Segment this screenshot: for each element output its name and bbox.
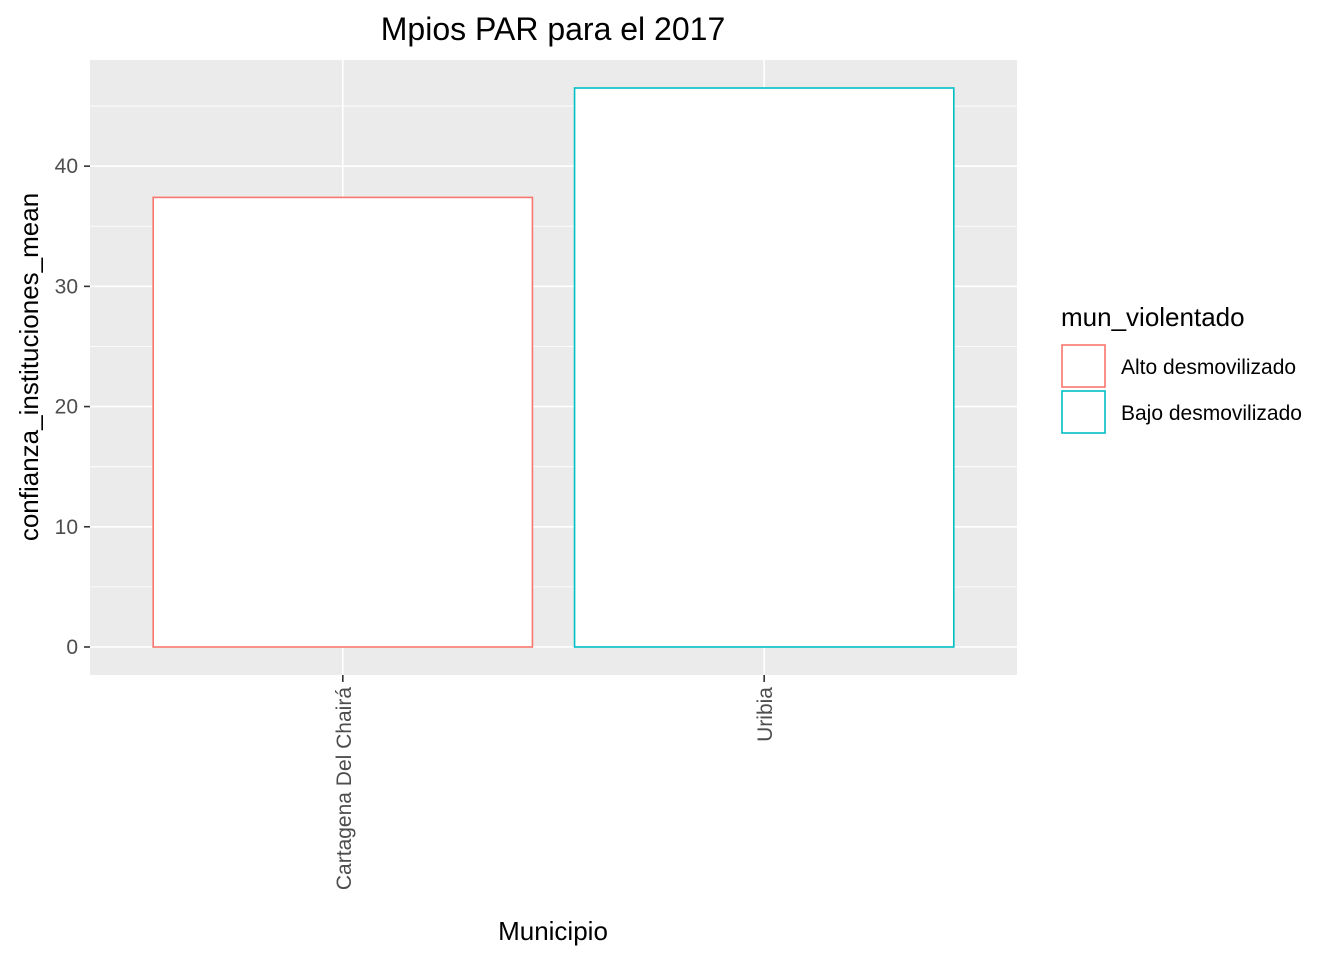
y-tick-label: 20 bbox=[55, 396, 78, 419]
y-axis: 0 10 20 30 40 bbox=[55, 155, 90, 659]
bar bbox=[573, 87, 955, 648]
x-axis-title: Municipio bbox=[498, 916, 608, 946]
y-tick-label: 0 bbox=[66, 636, 78, 659]
legend: mun_violentado Alto desmovilizado Bajo de… bbox=[1061, 302, 1302, 434]
x-tick-label: Cartagena Del Chairá bbox=[333, 687, 356, 890]
legend-key bbox=[1061, 344, 1106, 388]
chart-title: Mpios PAR para el 2017 bbox=[381, 11, 725, 47]
y-tick-label: 30 bbox=[55, 275, 78, 298]
x-axis: Cartagena Del Chairá Uribia bbox=[333, 675, 777, 890]
bars bbox=[152, 87, 955, 648]
legend-title: mun_violentado bbox=[1061, 302, 1245, 332]
legend-label: Alto desmovilizado bbox=[1121, 356, 1296, 379]
legend-label: Bajo desmovilizado bbox=[1121, 402, 1302, 425]
y-tick-label: 10 bbox=[55, 516, 78, 539]
x-tick-label: Uribia bbox=[754, 687, 777, 742]
y-axis-title: confianza_instituciones_mean bbox=[14, 193, 44, 541]
bar bbox=[152, 196, 534, 648]
legend-key bbox=[1061, 390, 1106, 434]
y-tick-label: 40 bbox=[55, 155, 78, 178]
legend-items: Alto desmovilizado Bajo desmovilizado bbox=[1061, 344, 1302, 434]
